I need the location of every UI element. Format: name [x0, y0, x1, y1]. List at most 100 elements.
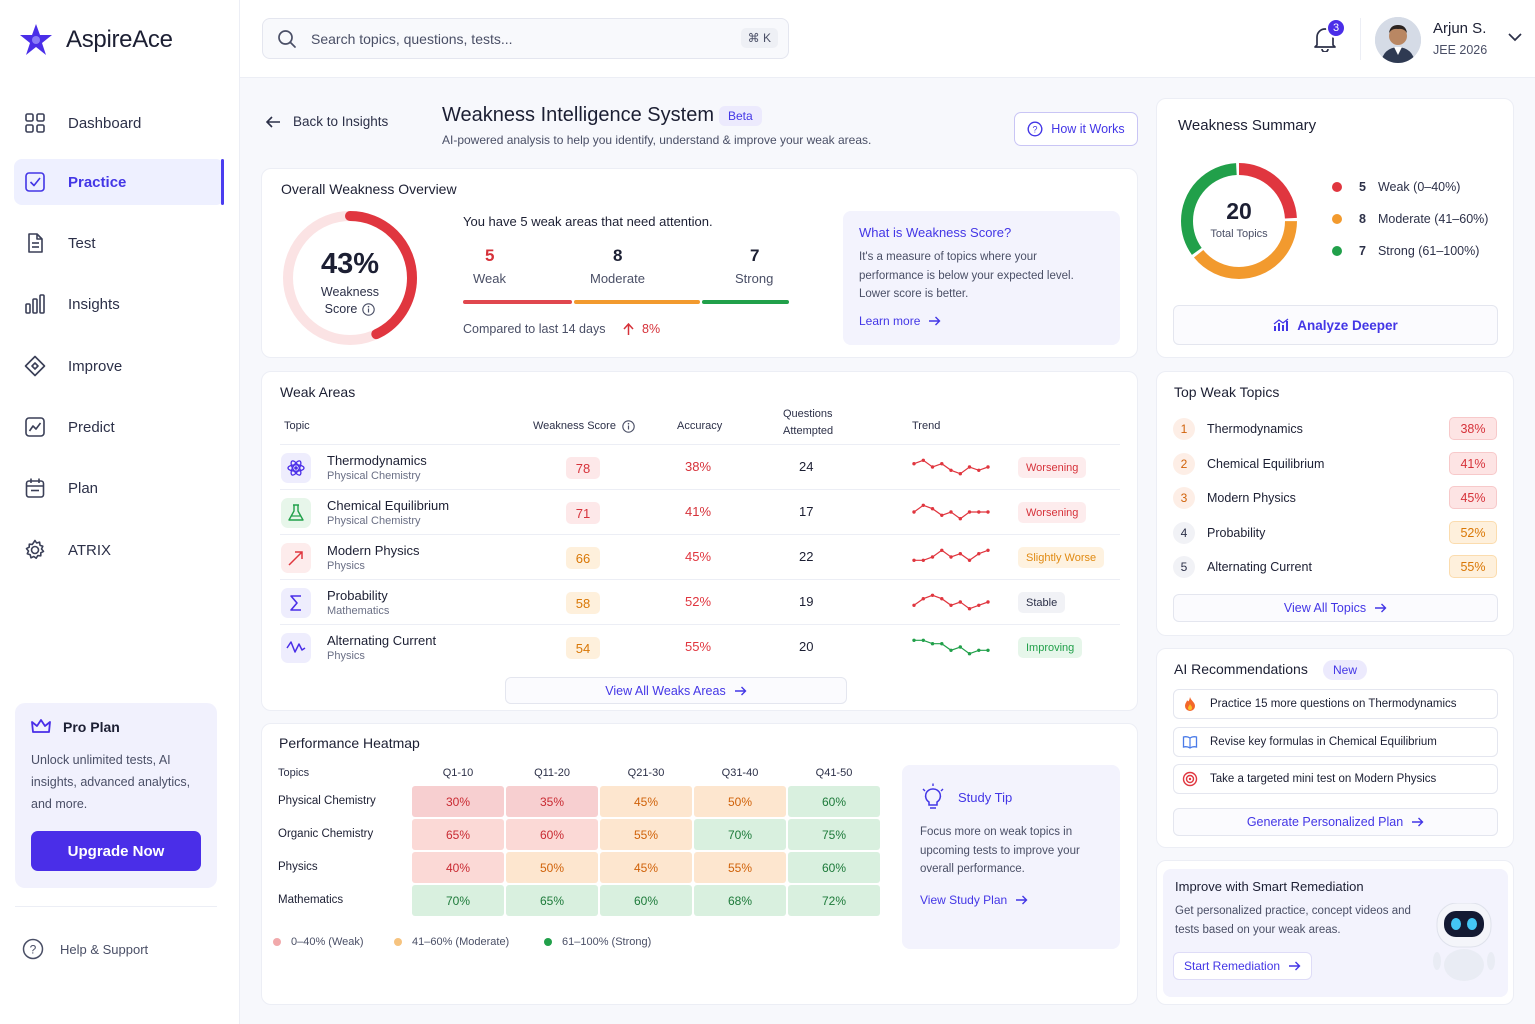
heatmap-cell[interactable]: 45% — [600, 852, 692, 883]
recommendation-item[interactable]: Take a targeted mini test on Modern Phys… — [1173, 764, 1498, 794]
weakness-score-badge: 58 — [566, 592, 600, 614]
heatmap-row-label: Mathematics — [278, 894, 344, 906]
sidebar-item-improve[interactable]: Improve — [14, 343, 224, 389]
summary-legend-item: 7 Strong (61–100%) — [1332, 244, 1479, 258]
legend-moderate-label: 41–60% (Moderate) — [412, 936, 510, 948]
trend-point — [967, 652, 972, 656]
rank-badge: 5 — [1173, 556, 1195, 578]
logo[interactable]: AspireAce — [18, 22, 173, 58]
overview-headline: You have 5 weak areas that need attentio… — [463, 214, 713, 229]
start-remediation-button[interactable]: Start Remediation — [1173, 952, 1313, 980]
col-questions: Questions — [783, 408, 833, 420]
list-item[interactable]: 2 Chemical Equilibrium 41% — [1173, 448, 1497, 481]
heatmap-cell[interactable]: 50% — [506, 852, 598, 883]
upgrade-button[interactable]: Upgrade Now — [31, 831, 201, 871]
back-to-insights-link[interactable]: Back to Insights — [266, 114, 388, 129]
topic-subject: Physics — [327, 560, 365, 572]
heatmap-cell[interactable]: 60% — [788, 852, 880, 883]
table-row[interactable]: Thermodynamics Physical Chemistry 78 38% 24 W… — [280, 444, 1120, 489]
heatmap-cell[interactable]: 50% — [694, 786, 786, 817]
generate-plan-button[interactable]: Generate Personalized Plan — [1173, 808, 1498, 836]
heatmap-cell[interactable]: 60% — [788, 786, 880, 817]
arrow-right-icon — [734, 686, 747, 695]
svg-text:?: ? — [1033, 125, 1038, 135]
table-row[interactable]: Alternating Current Physics 54 55% 20 Improvi… — [280, 624, 1120, 669]
rank-badge: 3 — [1173, 487, 1195, 509]
sidebar-item-label: ATRIX — [68, 541, 112, 559]
trend-point — [977, 510, 981, 514]
heatmap-cell[interactable]: 75% — [788, 819, 880, 850]
heatmap-cell[interactable]: 35% — [506, 786, 598, 817]
avatar[interactable] — [1375, 17, 1421, 63]
heatmap-cell[interactable]: 65% — [412, 819, 504, 850]
list-item[interactable]: 3 Modern Physics 45% — [1173, 482, 1497, 515]
chevron-down-icon[interactable] — [1508, 32, 1522, 42]
heatmap-cell[interactable]: 45% — [600, 786, 692, 817]
heatmap-cell[interactable]: 72% — [788, 885, 880, 916]
heatmap-cell[interactable]: 30% — [412, 786, 504, 817]
legend-dot — [1332, 214, 1342, 224]
trend-point — [986, 465, 990, 469]
learn-more-link[interactable]: Learn more — [859, 314, 1104, 328]
heatmap-cell[interactable]: 70% — [412, 885, 504, 916]
col-topic: Topic — [284, 420, 310, 432]
heatmap-cell[interactable]: 55% — [600, 819, 692, 850]
donut-slice — [1181, 163, 1297, 279]
sidebar-item-test[interactable]: Test — [14, 220, 224, 266]
overview-title: Overall Weakness Overview — [281, 181, 457, 197]
star-logo-icon — [20, 24, 52, 55]
heatmap-cell[interactable]: 40% — [412, 852, 504, 883]
study-tip-card: Study Tip Focus more on weak topics in u… — [902, 765, 1120, 949]
percent-badge: 55% — [1449, 555, 1497, 578]
arrow-right-icon — [929, 316, 941, 325]
recommendation-item[interactable]: Revise key formulas in Chemical Equilibr… — [1173, 727, 1498, 757]
heatmap-cell[interactable]: 60% — [506, 819, 598, 850]
sidebar-item-practice[interactable]: Practice — [14, 159, 224, 205]
recommendation-item[interactable]: Practice 15 more questions on Thermodyna… — [1173, 689, 1498, 719]
trend-icon — [24, 416, 46, 438]
view-all-weak-areas-button[interactable]: View All Weaks Areas — [505, 677, 847, 704]
table-row[interactable]: Probability Mathematics 58 52% 19 Stable — [280, 579, 1120, 624]
trend-point — [912, 462, 916, 466]
list-item[interactable]: 1 Thermodynamics 38% — [1173, 413, 1497, 446]
heatmap-column-header: Q1-10 — [442, 767, 474, 779]
heatmap-cell[interactable]: 60% — [600, 885, 692, 916]
trend-point — [912, 603, 916, 607]
moderate-bar — [574, 300, 700, 304]
search-input[interactable] — [311, 30, 711, 47]
sidebar-item-plan[interactable]: Plan — [14, 465, 224, 511]
info-icon[interactable] — [622, 420, 635, 433]
heatmap-cell[interactable]: 55% — [694, 852, 786, 883]
heatmap-cell[interactable]: 65% — [506, 885, 598, 916]
arrow-right-icon — [1289, 961, 1301, 971]
search-bar[interactable]: ⌘ K — [262, 18, 789, 59]
analyze-deeper-button[interactable]: Analyze Deeper — [1173, 305, 1498, 345]
heatmap-title: Performance Heatmap — [279, 735, 420, 751]
list-item[interactable]: 4 Probability 52% — [1173, 517, 1497, 550]
trend-point — [940, 548, 944, 552]
sidebar-item-insights[interactable]: Insights — [14, 281, 224, 327]
how-it-works-button[interactable]: ? How it Works — [1014, 112, 1138, 146]
heatmap-cell[interactable]: 68% — [694, 885, 786, 916]
info-icon[interactable] — [362, 302, 376, 316]
sidebar-item-dashboard[interactable]: Dashboard — [14, 100, 224, 146]
generate-plan-label: Generate Personalized Plan — [1246, 815, 1404, 829]
pro-plan-desc: Unlock unlimited tests, AI insights, adv… — [31, 753, 191, 811]
weak-areas-card — [261, 371, 1138, 711]
remediation-title: Improve with Smart Remediation — [1175, 879, 1364, 894]
view-all-topics-button[interactable]: View All Topics — [1173, 594, 1498, 622]
table-row[interactable]: Modern Physics Physics 66 45% 22 Slightly Wor… — [280, 534, 1120, 579]
arrow-up-icon — [623, 323, 634, 335]
table-row[interactable]: Chemical Equilibrium Physical Chemistry 71… — [280, 489, 1120, 534]
sidebar-item-predict[interactable]: Predict — [14, 404, 224, 450]
percent-badge: 41% — [1449, 452, 1497, 475]
help-support-link[interactable]: ? Help & Support — [22, 938, 148, 960]
heatmap-cell[interactable]: 70% — [694, 819, 786, 850]
list-item[interactable]: 5 Alternating Current 55% — [1173, 551, 1497, 584]
view-study-plan-link[interactable]: View Study Plan — [920, 893, 1102, 907]
attempted-value: 22 — [799, 549, 814, 564]
trend-point — [921, 597, 925, 601]
sidebar-item-atrix[interactable]: ATRIX — [14, 527, 224, 573]
book-icon — [1182, 736, 1198, 749]
target-icon — [1182, 771, 1198, 787]
